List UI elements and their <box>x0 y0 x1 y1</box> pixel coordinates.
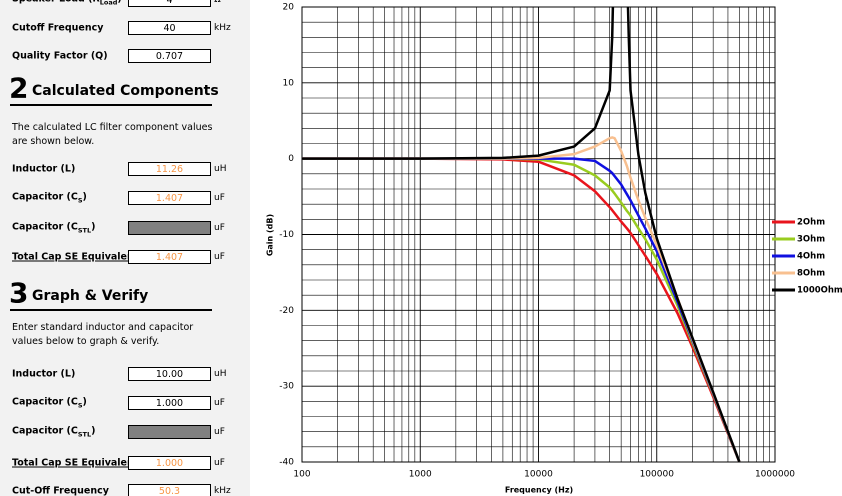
label-part: ) <box>91 425 96 437</box>
y-tick-label: -20 <box>279 306 294 316</box>
x-tick-label: 100 <box>293 470 310 480</box>
section-number: 3 <box>9 276 29 310</box>
label-part: Capacitor (C <box>12 191 78 203</box>
label-part: Capacitor (C <box>12 425 78 437</box>
field-label: Capacitor (CS) <box>12 192 87 205</box>
input-field: 1.000 <box>128 456 211 470</box>
unit-label: uF <box>214 193 225 203</box>
field-label: Speaker Load (RLoad) <box>12 0 122 6</box>
subscript: STL <box>77 430 92 439</box>
unit-label: uH <box>214 369 227 379</box>
label-part: Inductor (L) <box>12 368 76 380</box>
unit-label: kHz <box>214 486 231 496</box>
input-field: 1.000 <box>128 396 211 410</box>
subscript: S <box>77 196 83 205</box>
subscript: S <box>77 401 83 410</box>
label-part: Quality Factor (Q) <box>12 50 108 62</box>
plot-border <box>301 6 776 463</box>
label-part: ) <box>82 191 87 203</box>
unit-label: uF <box>214 398 225 408</box>
input-field: 10.00 <box>128 367 211 381</box>
x-tick-label: 1000000 <box>755 470 795 480</box>
y-tick-label: -10 <box>279 230 294 240</box>
x-axis-label: Frequency (Hz) <box>505 486 573 495</box>
series-line <box>302 157 741 462</box>
input-field: 1.407 <box>128 191 211 205</box>
input-panel: Speaker Load (RLoad) 4Ω Cutoff Frequency 40… <box>0 0 250 496</box>
label-part: Cut-Off Frequency <box>12 485 109 496</box>
unit-label: uH <box>214 164 227 174</box>
label-part: Inductor (L) <box>12 163 76 175</box>
x-tick-label: 100000 <box>640 470 675 480</box>
legend-label: 1000Ohm <box>797 286 842 296</box>
x-tick-label: 10000 <box>524 470 553 480</box>
legend-label: 3Ohm <box>797 235 825 245</box>
unit-label: uF <box>214 223 225 233</box>
label-part: Capacitor (C <box>12 221 78 233</box>
section-text: Enter standard inductor and capacitor va… <box>12 322 194 347</box>
y-tick-label: 10 <box>283 78 295 88</box>
input-field: 50.3 <box>128 484 211 496</box>
field-label: Inductor (L) <box>12 164 75 175</box>
x-tick-label: 1000 <box>409 470 432 480</box>
section-rule <box>10 309 212 311</box>
unit-label: uF <box>214 252 225 262</box>
field-label: Capacitor (CS) <box>12 397 87 410</box>
input-field: 4 <box>128 0 211 7</box>
y-tick-label: -40 <box>279 458 294 468</box>
field-label: Total Cap SE Equivalent <box>12 458 138 469</box>
field-label: Cut-Off Frequency <box>12 486 109 496</box>
label-part: ) <box>82 396 87 408</box>
section-title: Graph & Verify <box>32 288 149 304</box>
series-line <box>302 157 741 462</box>
unit-label: Ω <box>214 0 221 5</box>
input-field <box>128 425 211 439</box>
input-field: 40 <box>128 21 211 35</box>
field-label: Total Cap SE Equivalent <box>12 252 138 263</box>
subscript: STL <box>77 226 92 235</box>
legend-label: 4Ohm <box>797 252 825 262</box>
label-part: Speaker Load (R <box>12 0 100 5</box>
section-text: The calculated LC filter component value… <box>12 122 213 147</box>
series-group <box>302 7 741 462</box>
y-tick-label: 0 <box>288 154 294 164</box>
field-label: Capacitor (CSTL) <box>12 426 95 439</box>
field-label: Capacitor (CSTL) <box>12 222 95 235</box>
input-field: 0.707 <box>128 49 211 63</box>
section-number: 2 <box>9 71 29 105</box>
field-label: Quality Factor (Q) <box>12 51 108 62</box>
y-axis-label: Gain (dB) <box>266 214 275 256</box>
label-part: ) <box>91 221 96 233</box>
legend-label: 8Ohm <box>797 269 825 279</box>
field-label: Inductor (L) <box>12 369 75 380</box>
label-part: Capacitor (C <box>12 396 78 408</box>
y-tick-label: -30 <box>279 382 294 392</box>
subscript: Load <box>99 0 118 7</box>
unit-label: kHz <box>214 23 231 33</box>
input-field: 1.407 <box>128 250 211 264</box>
label-part: Total Cap SE Equivalent <box>12 251 139 263</box>
unit-label: uF <box>214 427 225 437</box>
section-rule <box>10 104 212 106</box>
legend-label: 2Ohm <box>797 218 825 228</box>
input-field <box>128 221 211 235</box>
unit-label: uF <box>214 458 225 468</box>
label-part: Cutoff Frequency <box>12 22 104 34</box>
section-title: Calculated Components <box>32 83 219 99</box>
y-tick-label: 20 <box>283 3 295 13</box>
label-part: Total Cap SE Equivalent <box>12 457 139 469</box>
series-line <box>302 7 741 462</box>
label-part: ) <box>117 0 121 5</box>
field-label: Cutoff Frequency <box>12 23 103 34</box>
series-line <box>302 157 741 462</box>
input-field: 11.26 <box>128 162 211 176</box>
